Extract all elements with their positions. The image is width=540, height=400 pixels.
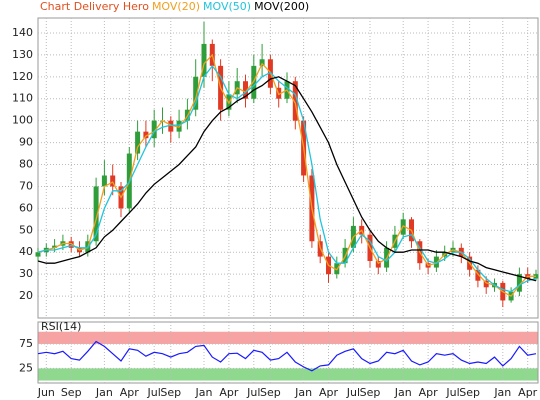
candle-body: [101, 175, 107, 187]
x-tick-label: Jul: [147, 386, 161, 399]
legend-entry: MOV(200): [254, 0, 309, 13]
y-tick-label: 80: [19, 158, 33, 171]
candle-body: [433, 256, 439, 268]
rsi-title: RSI(14): [41, 320, 81, 333]
candle-body: [168, 120, 174, 132]
candle-body: [35, 252, 41, 257]
x-tick-label: Sep: [160, 386, 181, 399]
x-tick-label: Apr: [518, 386, 538, 399]
candle-body: [151, 120, 157, 139]
y-tick-label: 90: [19, 136, 33, 149]
rsi-line: [37, 340, 537, 372]
y-tick-label: 25: [19, 361, 33, 374]
x-tick-label: Jan: [294, 386, 312, 399]
x-tick-label: Jul: [346, 386, 360, 399]
y-tick-label: 140: [12, 26, 33, 39]
rsi-frame: [37, 321, 539, 384]
y-tick-label: 40: [19, 245, 33, 258]
candle-body: [259, 59, 265, 66]
chart-title: Chart Delivery Hero: [40, 0, 149, 13]
x-tick-label: Jan: [394, 386, 412, 399]
candle-body: [110, 175, 116, 187]
y-tick-label: 75: [19, 337, 33, 350]
moving-average: [37, 76, 537, 282]
x-tick-label: Sep: [459, 386, 480, 399]
candle-body: [143, 131, 149, 139]
candle-body: [475, 269, 481, 281]
candle-body: [193, 76, 199, 110]
y-tick-label: 130: [12, 48, 33, 61]
x-tick-label: Sep: [61, 386, 82, 399]
x-tick-label: Sep: [260, 386, 281, 399]
y-tick-label: 60: [19, 201, 33, 214]
candle-body: [201, 43, 207, 77]
y-tick-label: 70: [19, 179, 33, 192]
x-tick-label: Jan: [195, 386, 213, 399]
candle-body: [93, 186, 99, 242]
rsi-band: [38, 368, 538, 381]
x-tick-label: Jan: [95, 386, 113, 399]
x-tick-label: Apr: [319, 386, 339, 399]
moving-average: [37, 53, 536, 297]
candle-body: [52, 245, 58, 248]
y-tick-label: 50: [19, 223, 33, 236]
x-tick-label: Apr: [219, 386, 239, 399]
legend-entry: MOV(20): [152, 0, 200, 13]
candle-body: [243, 81, 248, 99]
rsi-band: [38, 331, 538, 344]
x-tick-label: Sep: [360, 386, 381, 399]
x-tick-label: Apr: [120, 386, 140, 399]
candle-body: [375, 260, 381, 268]
legend: Chart Delivery Hero MOV(20) MOV(50) MOV(200…: [40, 0, 309, 13]
x-tick-label: Jul: [246, 386, 260, 399]
x-tick-label: Apr: [419, 386, 439, 399]
candle-body: [135, 131, 141, 154]
candle-body: [516, 274, 522, 292]
y-tick-label: 30: [19, 267, 33, 280]
candle-body: [251, 65, 257, 99]
candle-body: [292, 81, 298, 121]
candle-body: [483, 280, 489, 288]
candle-body: [68, 241, 74, 248]
x-tick-label: Jun: [37, 386, 55, 399]
y-tick-label: 100: [12, 114, 33, 127]
y-tick-label: 110: [12, 92, 33, 105]
y-tick-label: 120: [12, 70, 33, 83]
legend-entry: MOV(50): [203, 0, 251, 13]
x-tick-label: Jul: [445, 386, 459, 399]
moving-average: [37, 64, 537, 293]
main-frame: [37, 17, 539, 319]
x-tick-label: Jan: [493, 386, 511, 399]
y-tick-label: 20: [19, 289, 33, 302]
